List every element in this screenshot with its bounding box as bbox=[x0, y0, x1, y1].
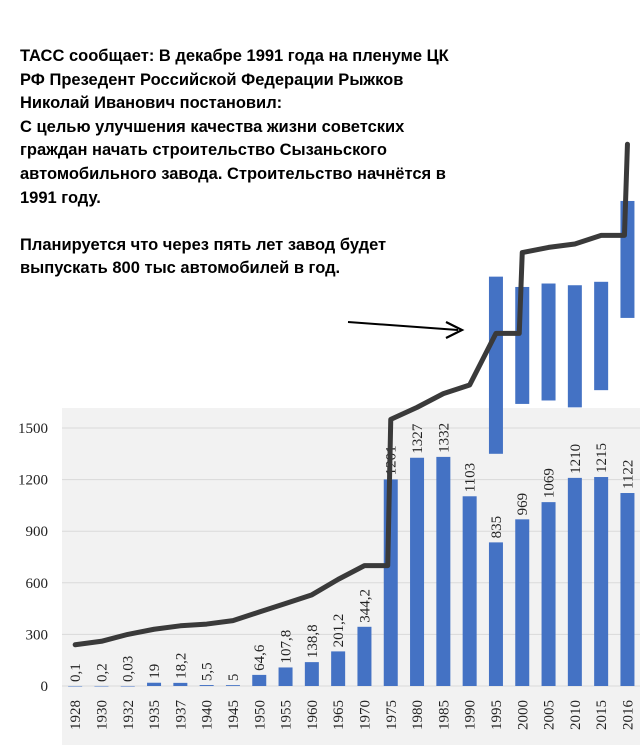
data-label: 18,2 bbox=[173, 653, 189, 679]
data-label: 0,2 bbox=[94, 663, 110, 682]
x-tick-label: 1932 bbox=[121, 700, 137, 730]
y-tick-label: 0 bbox=[41, 679, 49, 695]
x-tick-label: 1970 bbox=[357, 700, 373, 730]
data-label: 1122 bbox=[620, 460, 636, 489]
x-tick-label: 1985 bbox=[436, 700, 452, 730]
y-tick-label: 900 bbox=[26, 524, 49, 540]
x-tick-label: 1928 bbox=[68, 700, 84, 730]
x-tick-label: 1955 bbox=[279, 700, 295, 730]
data-label: 835 bbox=[489, 516, 505, 539]
x-tick-label: 1950 bbox=[252, 700, 268, 730]
bar bbox=[357, 627, 371, 686]
bar bbox=[147, 683, 161, 686]
data-label: 201,2 bbox=[331, 614, 347, 648]
data-label: 1210 bbox=[568, 444, 584, 474]
data-label: 1327 bbox=[410, 423, 426, 454]
bar bbox=[305, 662, 319, 686]
annotation-bar bbox=[568, 285, 582, 407]
bar bbox=[542, 502, 556, 686]
bar bbox=[489, 542, 503, 686]
x-tick-label: 1975 bbox=[384, 700, 400, 730]
x-tick-label: 2015 bbox=[594, 700, 610, 730]
bar bbox=[94, 686, 108, 687]
annotation-arrow-shaft bbox=[348, 322, 458, 330]
bar bbox=[279, 667, 293, 686]
x-tick-label: 1960 bbox=[305, 700, 321, 730]
y-tick-label: 300 bbox=[26, 627, 49, 643]
y-tick-label: 600 bbox=[26, 576, 49, 592]
x-tick-label: 1990 bbox=[463, 700, 479, 730]
data-label: 1332 bbox=[436, 423, 452, 453]
x-tick-label: 2005 bbox=[542, 700, 558, 730]
data-label: 138,8 bbox=[305, 624, 321, 658]
bar bbox=[252, 675, 266, 686]
bar bbox=[200, 685, 214, 686]
x-tick-label: 1940 bbox=[200, 700, 216, 730]
bar bbox=[568, 478, 582, 686]
data-label: 1103 bbox=[463, 463, 479, 492]
bar bbox=[68, 686, 82, 687]
caption-text: ТАСС сообщает: В декабре 1991 года на пл… bbox=[20, 45, 460, 281]
annotation-bar bbox=[489, 277, 503, 454]
data-label: 107,8 bbox=[279, 630, 295, 664]
x-tick-label: 2000 bbox=[515, 700, 531, 730]
data-label: 969 bbox=[515, 493, 531, 516]
bar bbox=[436, 457, 450, 686]
data-label: 0,1 bbox=[68, 663, 84, 682]
x-tick-label: 1930 bbox=[94, 700, 110, 730]
x-tick-label: 1945 bbox=[226, 700, 242, 730]
x-tick-label: 2016 bbox=[620, 700, 636, 731]
data-label: 5 bbox=[226, 674, 242, 682]
x-tick-label: 1937 bbox=[173, 700, 189, 731]
bar bbox=[463, 496, 477, 686]
bar bbox=[594, 477, 608, 686]
data-label: 0,03 bbox=[121, 656, 137, 682]
x-tick-label: 2010 bbox=[568, 700, 584, 730]
y-tick-label: 1500 bbox=[18, 421, 48, 437]
bar bbox=[331, 651, 345, 686]
data-label: 1215 bbox=[594, 443, 610, 473]
data-label: 344,2 bbox=[357, 589, 373, 623]
x-tick-label: 1935 bbox=[147, 700, 163, 730]
bar bbox=[173, 683, 187, 686]
x-tick-label: 1980 bbox=[410, 700, 426, 730]
bar bbox=[620, 493, 634, 686]
data-label: 64,6 bbox=[252, 644, 268, 671]
annotation-bar bbox=[594, 282, 608, 390]
data-label: 5,5 bbox=[200, 662, 216, 681]
bar bbox=[515, 519, 529, 686]
x-tick-label: 1995 bbox=[489, 700, 505, 730]
y-tick-label: 1200 bbox=[18, 473, 48, 489]
bar bbox=[121, 686, 135, 687]
data-label: 19 bbox=[147, 664, 163, 679]
bar bbox=[410, 458, 424, 686]
y-tick-labels: 0 300 600 900 1200 1500 bbox=[18, 421, 48, 695]
x-tick-label: 1965 bbox=[331, 700, 347, 730]
bar bbox=[226, 685, 240, 686]
annotation-bar bbox=[542, 284, 556, 401]
data-label: 1069 bbox=[542, 468, 558, 498]
